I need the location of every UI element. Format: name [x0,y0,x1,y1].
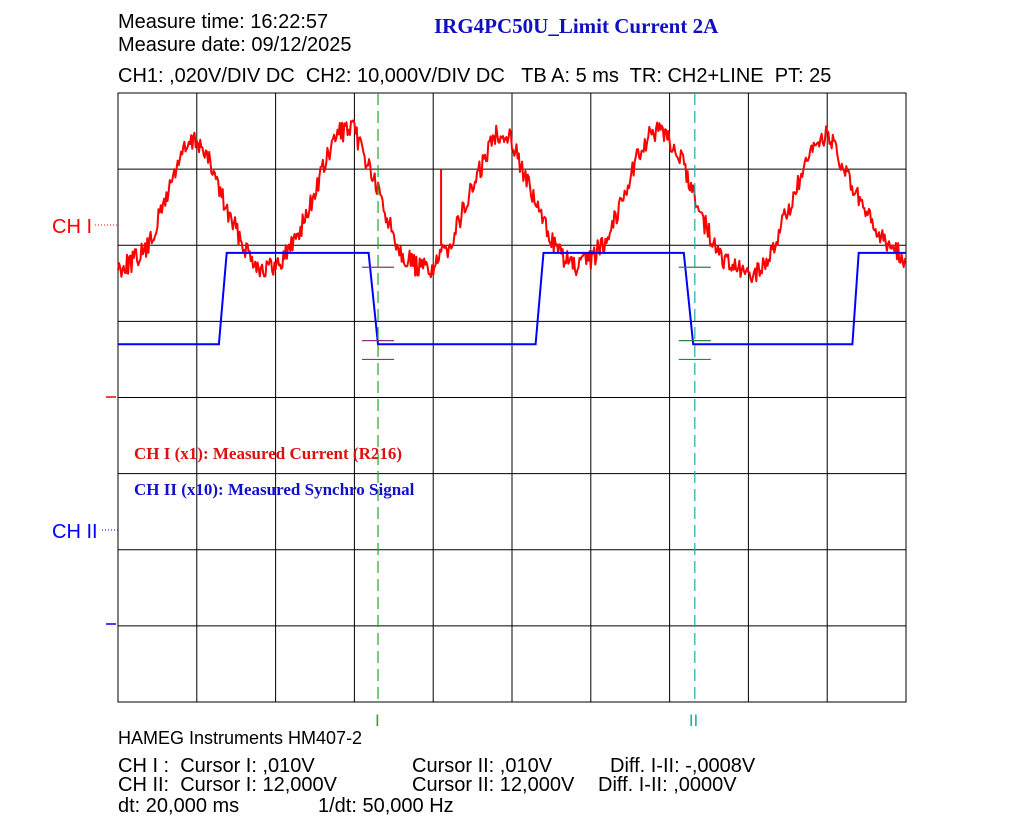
ch1-current-trace [117,119,907,284]
ch1-cursor2-readout: Cursor II: ,010V [412,755,553,777]
legend-entry: CH I (x1): Measured Current (R216) [134,444,402,463]
grid [117,92,907,703]
inverse-dt-readout: 1/dt: 50,000 Hz [318,795,454,817]
cursor-label: I [375,711,380,730]
ch1-diff-readout: Diff. I-II: -,0008V [610,755,756,777]
ch2-diff-readout: Diff. I-II: ,0000V [598,774,737,796]
traces [117,119,907,346]
channel-markers: CH I CH II [52,216,118,625]
legend: CH I (x1): Measured Current (R216) CH II … [134,444,415,499]
measure-date: Measure date: 09/12/2025 [118,34,352,56]
cursors: I II [362,93,711,730]
dt-readout: dt: 20,000 ms [118,795,240,817]
chart-title: IRG4PC50U_Limit Current 2A [434,14,719,38]
scope-settings: CH1: ,020V/DIV DC CH2: 10,000V/DIV DC TB… [118,65,832,87]
ch2-synchro-trace [118,251,906,346]
ch2-cursor2-readout: Cursor II: 12,000V [412,774,575,796]
cursor-label: II [689,711,698,730]
measure-time: Measure time: 16:22:57 [118,11,329,33]
legend-entry: CH II (x10): Measured Synchro Signal [134,480,415,499]
ch2-marker-label: CH II [52,521,98,543]
ch1-marker-label: CH I [52,216,92,238]
ch2-cursor1-readout: CH II: Cursor I: 12,000V [118,774,337,796]
ch1-cursor1-readout: CH I : Cursor I: ,010V [118,755,315,777]
instrument-model: HAMEG Instruments HM407-2 [118,728,363,748]
